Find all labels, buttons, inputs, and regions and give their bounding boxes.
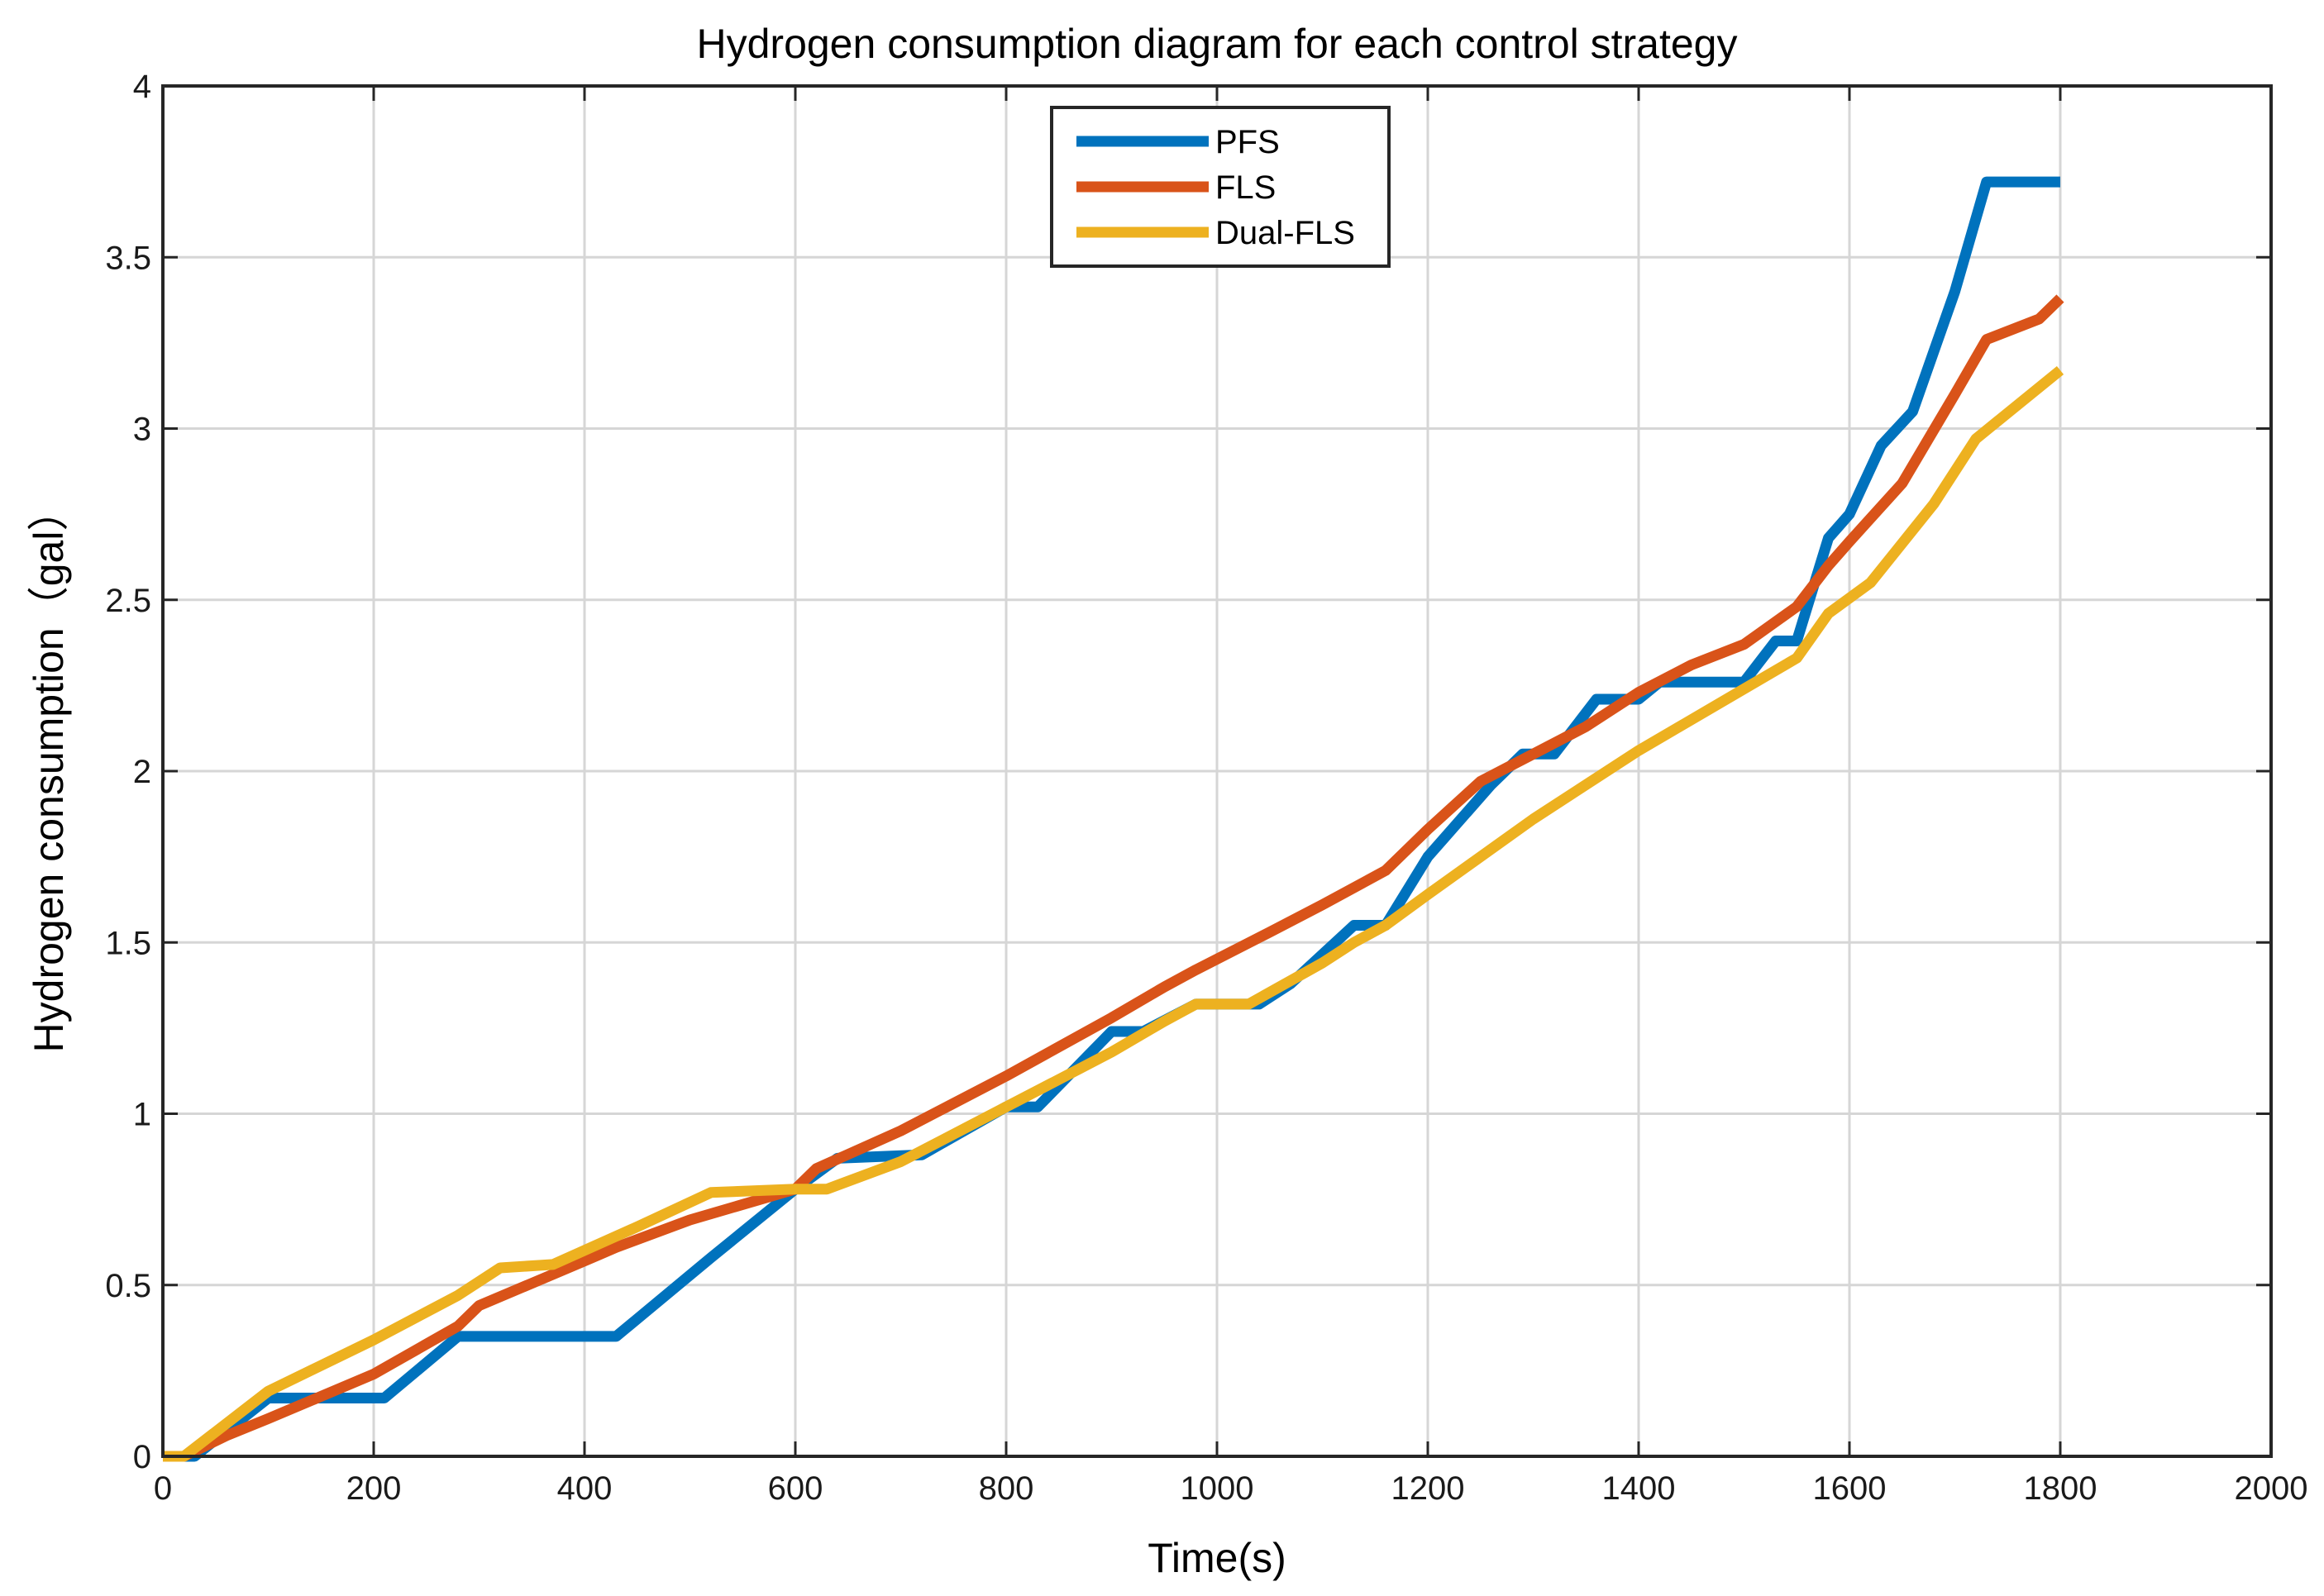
x-tick-label: 0 (154, 1470, 172, 1507)
legend-entries: PFS FLS Dual-FLS (1076, 124, 1355, 251)
y-tick-label: 2 (133, 754, 151, 790)
x-tick-label: 800 (979, 1470, 1034, 1507)
y-tick-label: 3.5 (105, 240, 151, 276)
y-tick-label: 1 (133, 1097, 151, 1133)
series-line-fls (163, 294, 2064, 1462)
plot-series (163, 176, 2064, 1462)
y-tick-label: 0.5 (105, 1268, 151, 1304)
x-tick-label: 1400 (1602, 1470, 1676, 1507)
series-line-dual-fls (163, 365, 2064, 1462)
x-tick-label: 400 (557, 1470, 613, 1507)
x-tick-labels: 0 200 400 600 800 1000 1200 1400 1600 1800 2000 (154, 1470, 2308, 1507)
chart-title: Hydrogen consumption diagram for each co… (697, 21, 1738, 67)
series-line-pfs (163, 176, 2060, 1462)
y-tick-labels: 0 0.5 1 1.5 2 2.5 3 3.5 4 (105, 69, 151, 1475)
x-tick-label: 200 (346, 1470, 402, 1507)
x-axis-label: Time(s) (1148, 1535, 1286, 1581)
x-tick-label: 1800 (2024, 1470, 2097, 1507)
x-tick-label: 1600 (1813, 1470, 1887, 1507)
legend: PFS FLS Dual-FLS (1050, 106, 1391, 268)
y-tick-label: 4 (133, 69, 151, 105)
x-tick-label: 1200 (1391, 1470, 1465, 1507)
y-axis-label: Hydrogen consumption（gal） (26, 490, 72, 1053)
grid (163, 86, 2271, 1456)
x-tick-label: 2000 (2235, 1470, 2308, 1507)
y-tick-label: 0 (133, 1439, 151, 1475)
x-tick-label: 600 (768, 1470, 823, 1507)
legend-label-pfs: PFS (1215, 124, 1280, 160)
legend-label-fls: FLS (1215, 169, 1276, 206)
y-tick-label: 3 (133, 412, 151, 448)
axis-ticks (161, 84, 2273, 1458)
legend-label-dual-fls: Dual-FLS (1215, 215, 1355, 251)
y-tick-label: 1.5 (105, 925, 151, 961)
x-tick-label: 1000 (1181, 1470, 1254, 1507)
y-tick-label: 2.5 (105, 583, 151, 619)
